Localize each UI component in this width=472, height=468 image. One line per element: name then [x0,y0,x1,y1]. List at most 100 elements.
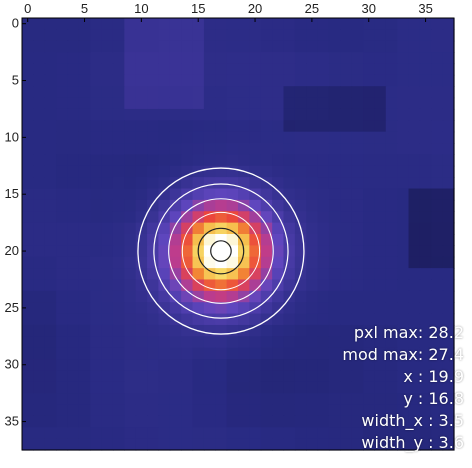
pixel [442,302,455,315]
pixel [363,120,376,133]
pixel [363,427,376,440]
pixel [78,370,91,383]
pixel [192,40,205,53]
pixel [283,63,296,76]
pixel [135,347,148,360]
pixel [203,120,216,133]
pixel [260,336,273,349]
pixel [283,165,296,178]
pixel [101,268,114,281]
pixel [419,427,432,440]
pixel [158,165,171,178]
pixel [340,324,353,337]
pixel [192,347,205,360]
pixel [374,313,387,326]
pixel [67,347,80,360]
pixel [158,120,171,133]
pixel [181,97,194,110]
pixel [101,222,114,235]
pixel [181,165,194,178]
pixel [294,427,307,440]
pixel [397,370,410,383]
pixel [147,131,160,144]
pixel [78,347,91,360]
pixel [33,40,46,53]
y-tick-label: 5 [12,73,19,88]
pixel [22,427,34,440]
pixel [90,290,103,303]
pixel [317,347,330,360]
pixel [419,143,432,156]
pixel [215,279,228,292]
pixel [328,427,341,440]
width-x-label: width_x : 3.5 [361,411,464,430]
pixel [419,302,432,315]
pixel [169,74,182,87]
pixel [22,313,34,326]
pixel [340,143,353,156]
contour-ring [153,183,289,319]
pixel [169,336,182,349]
pixel [351,245,364,258]
pixel [419,268,432,281]
pixel [374,256,387,269]
pixel [363,370,376,383]
pixel [317,381,330,394]
pixel [33,393,46,406]
pixel [397,131,410,144]
pixel [328,29,341,42]
pixel [112,336,125,349]
pixel [101,336,114,349]
pixel [317,393,330,406]
pixel [363,347,376,360]
pixel [124,234,137,246]
pixel [22,347,34,360]
pixel [22,131,34,144]
pixel [238,347,250,360]
pixel [112,154,125,167]
pixel [385,143,398,156]
pixel [101,86,114,99]
pixel [192,393,205,406]
pixel [385,63,398,76]
pixel [169,313,182,326]
pixel [238,143,250,156]
pixel [78,290,91,303]
pixel [340,393,353,406]
pixel [317,199,330,212]
pixel [272,256,285,269]
pixel [385,165,398,178]
pixel [306,131,319,144]
pixel [397,97,410,110]
pixel [192,336,205,349]
pixel [272,108,285,121]
pixel [340,188,353,201]
pixel [385,404,398,417]
pixel [192,18,205,30]
pixel [408,211,421,224]
pixel [135,336,148,349]
pixel [260,74,273,87]
pixel [67,438,80,451]
pixel [283,324,296,337]
pixel [351,256,364,269]
pixel [260,63,273,76]
pixel [158,131,171,144]
pixel [135,108,148,121]
pixel [374,438,387,451]
pixel [249,359,262,372]
pixel [328,63,341,76]
pixel [363,131,376,144]
pixel [340,256,353,269]
pixel [147,97,160,110]
pixel [226,427,239,440]
pixel [272,97,285,110]
pixel [56,97,69,110]
pixel [306,143,319,156]
pixel [260,427,273,440]
pixel [181,211,194,224]
pixel [22,222,34,235]
pixel [158,381,171,394]
pixel [328,188,341,201]
pixel [408,415,421,428]
